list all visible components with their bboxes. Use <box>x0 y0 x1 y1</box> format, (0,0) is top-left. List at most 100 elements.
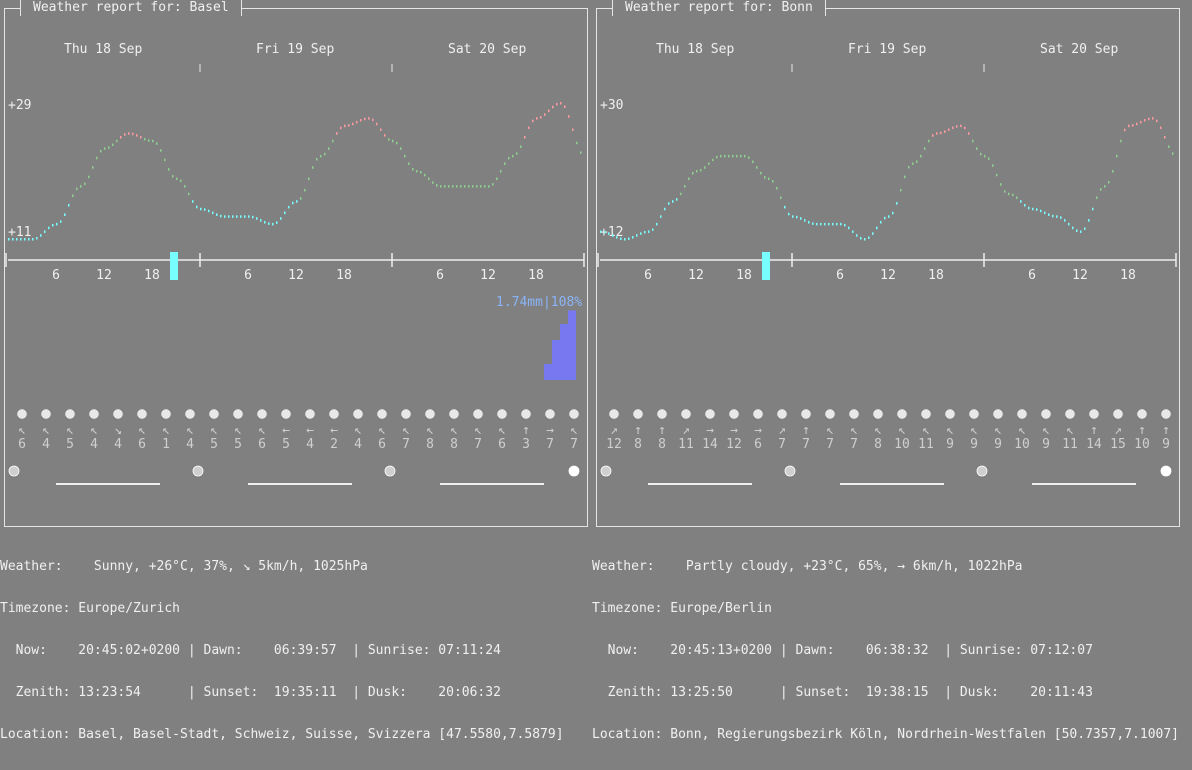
wind-speed: 11 <box>678 437 694 452</box>
temperature-point <box>984 154 986 158</box>
rain-bar <box>544 364 552 380</box>
weather-sun-icon <box>521 409 531 419</box>
temperature-point <box>200 207 202 211</box>
wind-arrow-icon: ↖ <box>898 423 906 438</box>
temperature-point <box>152 139 154 143</box>
temperature-point <box>524 136 526 139</box>
temperature-point <box>776 187 778 190</box>
temperature-point <box>1020 200 1022 203</box>
temperature-point <box>1128 124 1130 128</box>
temperature-point <box>960 124 962 128</box>
temperature-point <box>372 118 374 122</box>
temperature-point <box>876 226 878 230</box>
temperature-point <box>228 215 230 218</box>
weather-sun-icon <box>449 409 459 419</box>
temperature-point <box>784 205 786 209</box>
temperature-point <box>336 132 338 135</box>
temperature-point <box>976 147 978 150</box>
bonn-day-1: Thu 18 Sep <box>656 42 735 57</box>
temperature-point <box>1100 188 1102 191</box>
temperature-point <box>352 122 354 126</box>
temperature-point <box>772 180 774 183</box>
wind-arrow-icon: ↖ <box>1042 423 1050 438</box>
temperature-point <box>104 147 106 150</box>
temperature-point <box>432 181 434 184</box>
temperature-point <box>144 137 146 141</box>
wind-speed: 7 <box>850 437 858 452</box>
temperature-point <box>160 149 162 152</box>
temperature-point <box>732 154 734 158</box>
temperature-point <box>700 168 702 172</box>
temperature-point <box>276 221 278 224</box>
wind-arrow-icon: ↘ <box>114 423 122 438</box>
temperature-point <box>1080 230 1082 233</box>
wind-arrow-icon: ↑ <box>1138 423 1146 438</box>
temperature-point <box>320 154 322 158</box>
weather-sun-icon <box>945 409 955 419</box>
bonn-now-line: Now: 20:45:13+0200 | Dawn: 06:38:32 | Su… <box>592 643 1093 658</box>
temperature-point <box>260 219 262 222</box>
wind-arrow-icon: ↖ <box>402 423 410 438</box>
wind-arrow-icon: ↖ <box>90 423 98 438</box>
wind-speed: 7 <box>402 437 410 452</box>
wind-arrow-icon: ↖ <box>826 423 834 438</box>
weather-sun-icon <box>353 409 363 419</box>
moon-phase-icon <box>568 465 580 477</box>
temperature-point <box>408 162 410 165</box>
temperature-point <box>1000 183 1002 186</box>
temperature-point <box>464 185 466 188</box>
temperature-point <box>428 177 430 181</box>
wind-arrow-icon: ↖ <box>498 423 506 438</box>
temperature-point <box>752 160 754 164</box>
hour-label: 6 <box>1028 268 1036 283</box>
temperature-point <box>800 217 802 220</box>
wind-arrow-icon: → <box>754 423 762 438</box>
hour-label: 6 <box>52 268 60 283</box>
hour-label: 12 <box>1072 268 1088 283</box>
bonn-location-line: Location: Bonn, Regierungsbezirk Köln, N… <box>592 727 1179 742</box>
weather-sun-icon <box>113 409 123 419</box>
hour-label: 18 <box>336 268 352 283</box>
wind-arrow-icon: ← <box>306 423 314 438</box>
weather-sun-icon <box>1089 409 1099 419</box>
wind-speed: 8 <box>450 437 458 452</box>
temperature-point <box>376 122 378 126</box>
temperature-point <box>436 184 438 187</box>
temperature-point <box>136 134 138 137</box>
hour-label: 12 <box>288 268 304 283</box>
temperature-point <box>688 177 690 181</box>
weather-sun-icon <box>633 409 643 419</box>
temperature-point <box>1036 208 1038 211</box>
wind-speed: 4 <box>354 437 362 452</box>
wind-arrow-icon: → <box>730 423 738 438</box>
temperature-point <box>696 170 698 173</box>
temperature-point <box>480 185 482 188</box>
wind-arrow-icon: ↖ <box>850 423 858 438</box>
weather-sun-icon <box>209 409 219 419</box>
temperature-point <box>1152 117 1154 120</box>
wind-arrow-icon: ← <box>330 423 338 438</box>
temperature-point <box>256 217 258 220</box>
wind-speed: 15 <box>1110 437 1126 452</box>
temperature-point <box>1120 139 1122 143</box>
temperature-point <box>556 103 558 106</box>
temperature-point <box>932 134 934 137</box>
temperature-point <box>76 187 78 191</box>
temperature-point <box>640 232 642 235</box>
basel-weather-line: Weather: Sunny, +26°C, 37%, ↘ 5km/h, 102… <box>0 559 368 574</box>
wind-arrow-icon: ↖ <box>378 423 386 438</box>
temperature-point <box>1148 117 1150 121</box>
temperature-point <box>508 156 510 160</box>
temperature-point <box>544 113 546 116</box>
weather-sun-icon <box>401 409 411 419</box>
now-marker <box>170 252 178 280</box>
temperature-point <box>440 185 442 188</box>
temperature-point <box>380 128 382 131</box>
hour-label: 6 <box>836 268 844 283</box>
wind-speed: 12 <box>606 437 622 452</box>
temperature-point <box>936 132 938 135</box>
bonn-panel: Weather report for: Bonn Thu 18 Sep Fri … <box>592 0 1184 742</box>
basel-rain-label: 1.74mm|108% <box>496 295 583 310</box>
temperature-point <box>232 215 234 218</box>
temperature-point <box>568 115 570 118</box>
